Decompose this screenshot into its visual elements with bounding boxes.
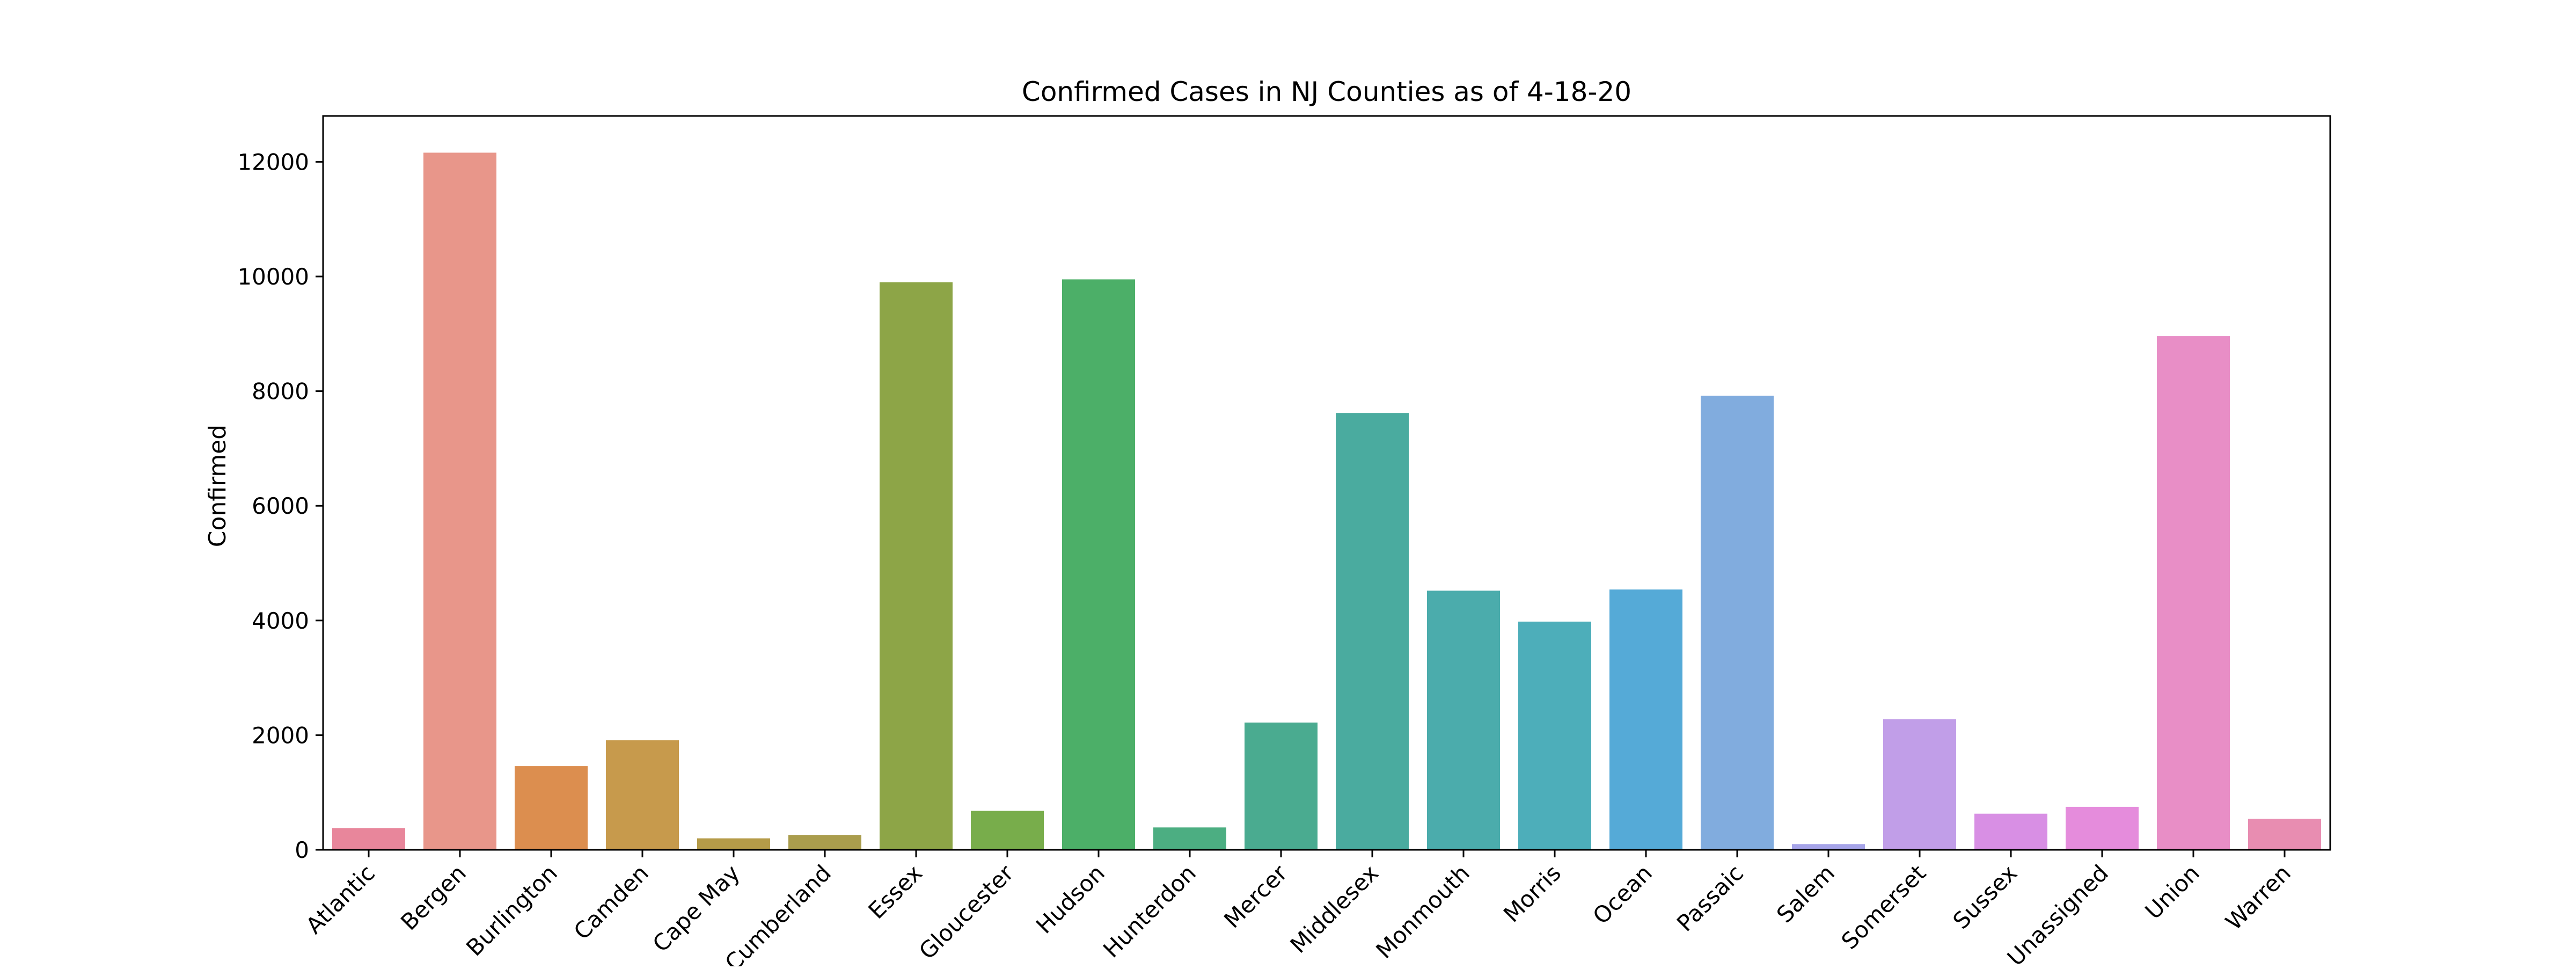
bar-passaic [1701, 396, 1774, 850]
bar-unassigned [2066, 806, 2139, 850]
bar-warren [2248, 819, 2321, 850]
x-tick-label: Passaic [1672, 859, 1748, 936]
bar-mercer [1245, 722, 1318, 850]
bar-cumberland [788, 835, 861, 850]
x-tick-label: Morris [1498, 859, 1566, 927]
x-tick-label: Atlantic [301, 859, 380, 939]
x-tick-label: Essex [863, 859, 927, 924]
x-tick-label: Somerset [1836, 859, 1931, 954]
bar-salem [1792, 844, 1865, 850]
bar-gloucester [971, 811, 1044, 850]
x-tick-label: Camden [569, 859, 654, 944]
bar-ocean [1609, 589, 1682, 850]
bar-union [2157, 336, 2230, 850]
bar-hudson [1062, 279, 1135, 850]
bar-morris [1518, 621, 1591, 850]
x-tick-label: Bergen [396, 859, 471, 935]
bars-group [332, 152, 2321, 850]
y-tick-label: 12000 [237, 149, 309, 175]
y-tick-label: 10000 [237, 264, 309, 290]
y-tick-label: 0 [295, 837, 309, 863]
bar-essex [880, 282, 953, 850]
bar-bergen [423, 152, 496, 850]
x-tick-label: Hunterdon [1098, 859, 1201, 963]
bar-middlesex [1336, 413, 1409, 850]
y-axis-label: Confirmed [204, 425, 231, 547]
x-tick-label: Sussex [1948, 859, 2022, 934]
x-tick-label: Gloucester [914, 859, 1019, 965]
x-tick-label: Union [2140, 859, 2205, 924]
bar-monmouth [1427, 591, 1500, 850]
bar-hunterdon [1153, 827, 1226, 850]
bar-sussex [1974, 813, 2047, 850]
x-tick-label: Warren [2220, 859, 2296, 935]
bar-burlington [515, 766, 588, 850]
y-axis-ticks: 0 2000 4000 6000 8000 10000 12000 [237, 149, 323, 863]
y-tick-label: 2000 [252, 722, 309, 748]
y-tick-label: 4000 [252, 608, 309, 634]
bar-camden [606, 740, 679, 850]
x-tick-label: Cape May [648, 859, 745, 957]
x-tick-label: Hudson [1031, 859, 1110, 938]
chart-title: Confirmed Cases in NJ Counties as of 4-1… [1022, 76, 1631, 107]
x-tick-label: Mercer [1219, 859, 1292, 933]
x-tick-label: Ocean [1587, 859, 1657, 929]
bar-cape-may [697, 838, 770, 850]
bar-atlantic [332, 828, 405, 850]
x-tick-label: Middlesex [1285, 859, 1384, 958]
plot-frame [322, 115, 2331, 851]
y-tick-label: 6000 [252, 493, 309, 519]
y-tick-label: 8000 [252, 378, 309, 405]
x-tick-label: Salem [1772, 859, 1840, 928]
bar-somerset [1883, 719, 1956, 850]
x-tick-label: Monmouth [1371, 859, 1475, 964]
x-tick-label: Burlington [461, 859, 562, 961]
